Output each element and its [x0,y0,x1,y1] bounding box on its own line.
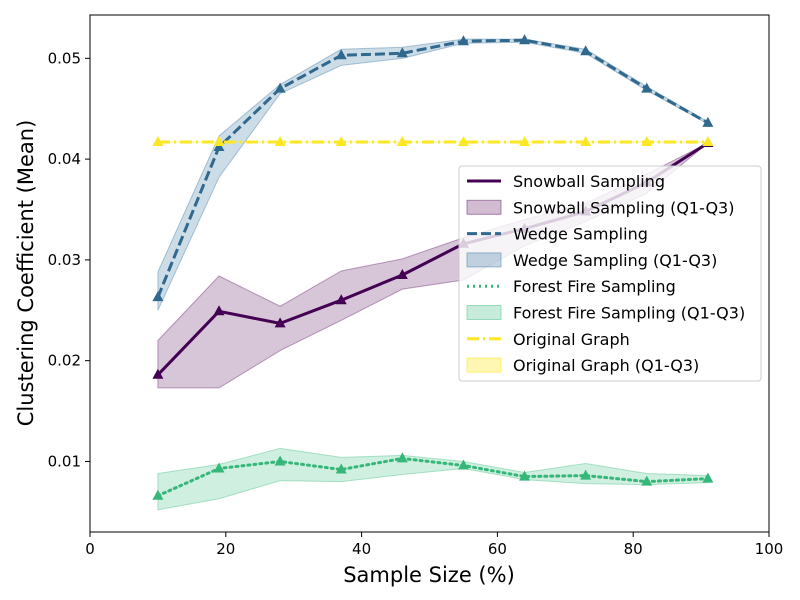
legend-label: Wedge Sampling [513,225,648,244]
snowball-sampling-point [396,269,408,280]
wedge-sampling-point [152,291,164,302]
forest-fire-sampling-point [702,472,714,483]
wedge-sampling-point [335,49,347,60]
y-axis-ticks: 0.01 0.02 0.03 0.04 0.05 [48,49,90,470]
forest-fire-sampling-point [396,452,408,463]
x-tick-label: 60 [488,540,507,558]
x-tick-label: 100 [755,540,784,558]
wedge-sampling-line [156,38,709,298]
legend-label: Snowball Sampling (Q1-Q3) [513,198,734,217]
original-graph-point [213,135,225,146]
wedge-sampling-point [213,141,225,152]
y-axis-label: Clustering Coefficient (Mean) [14,120,38,427]
y-tick-label: 0.01 [48,452,81,470]
legend-label: Snowball Sampling [513,172,665,191]
original-graph-point [702,135,714,146]
x-tick-label: 20 [216,540,235,558]
original-graph-point [641,135,653,146]
y-tick-label: 0.02 [48,352,81,370]
x-tick-label: 80 [624,540,643,558]
original-graph-point [580,135,592,146]
wedge-sampling-point [274,82,286,93]
snowball-sampling-point [274,317,286,328]
forest-fire-sampling-line [156,456,710,498]
legend-label: Original Graph [513,330,630,349]
wedge-sampling-point [702,116,714,127]
y-tick-label: 0.03 [48,251,81,269]
forest-fire-sampling-point [519,470,531,481]
forest-fire-sampling-point [152,489,164,500]
wedge-sampling-point [396,47,408,58]
snowball-sampling-point [335,294,347,305]
original-graph-point [274,135,286,146]
original-graph-point [519,135,531,146]
original-graph-point [152,135,164,146]
wedge-sampling-point [457,35,469,46]
snowball-sampling-point [152,368,164,379]
legend-label: Original Graph (Q1-Q3) [513,356,699,375]
x-axis-label: Sample Size (%) [343,563,515,587]
legend-label: Forest Fire Sampling (Q1-Q3) [513,304,745,323]
legend-label: Forest Fire Sampling [513,277,676,296]
original-graph-point [457,135,469,146]
forest-fire-sampling-point [641,475,653,486]
y-tick-label: 0.04 [48,150,81,168]
plot-frame [89,14,770,533]
forest-fire-sampling-point [335,463,347,474]
wedge-sampling-point [580,45,592,56]
x-tick-label: 40 [352,540,371,558]
legend-swatch-original-graph-band [466,357,502,373]
wedge-sampling-point [519,34,531,45]
legend-swatch-forest-fire-sampling-band [466,305,502,320]
legend-swatch-snowball-sampling-band [466,199,502,215]
y-tick-label: 0.05 [48,49,81,67]
snowball-sampling-point [213,305,225,316]
x-tick-label: 0 [85,540,95,558]
forest-fire-sampling-point [457,459,469,470]
forest-fire-sampling-point [213,462,225,473]
x-axis-ticks: 0 20 40 60 80 100 [85,532,783,558]
original-graph-point [396,135,408,146]
legend-frame [458,165,762,382]
legend-label: Wedge Sampling (Q1-Q3) [513,251,717,270]
legend-swatch-wedge-sampling-band [466,252,502,268]
original-graph-point [335,135,347,146]
legend: Snowball Sampling Snowball Sampling (Q1-Q… [458,165,762,382]
wedge-sampling-point [641,82,653,93]
forest-fire-sampling-point [580,469,592,480]
forest-fire-sampling-point [274,455,286,466]
